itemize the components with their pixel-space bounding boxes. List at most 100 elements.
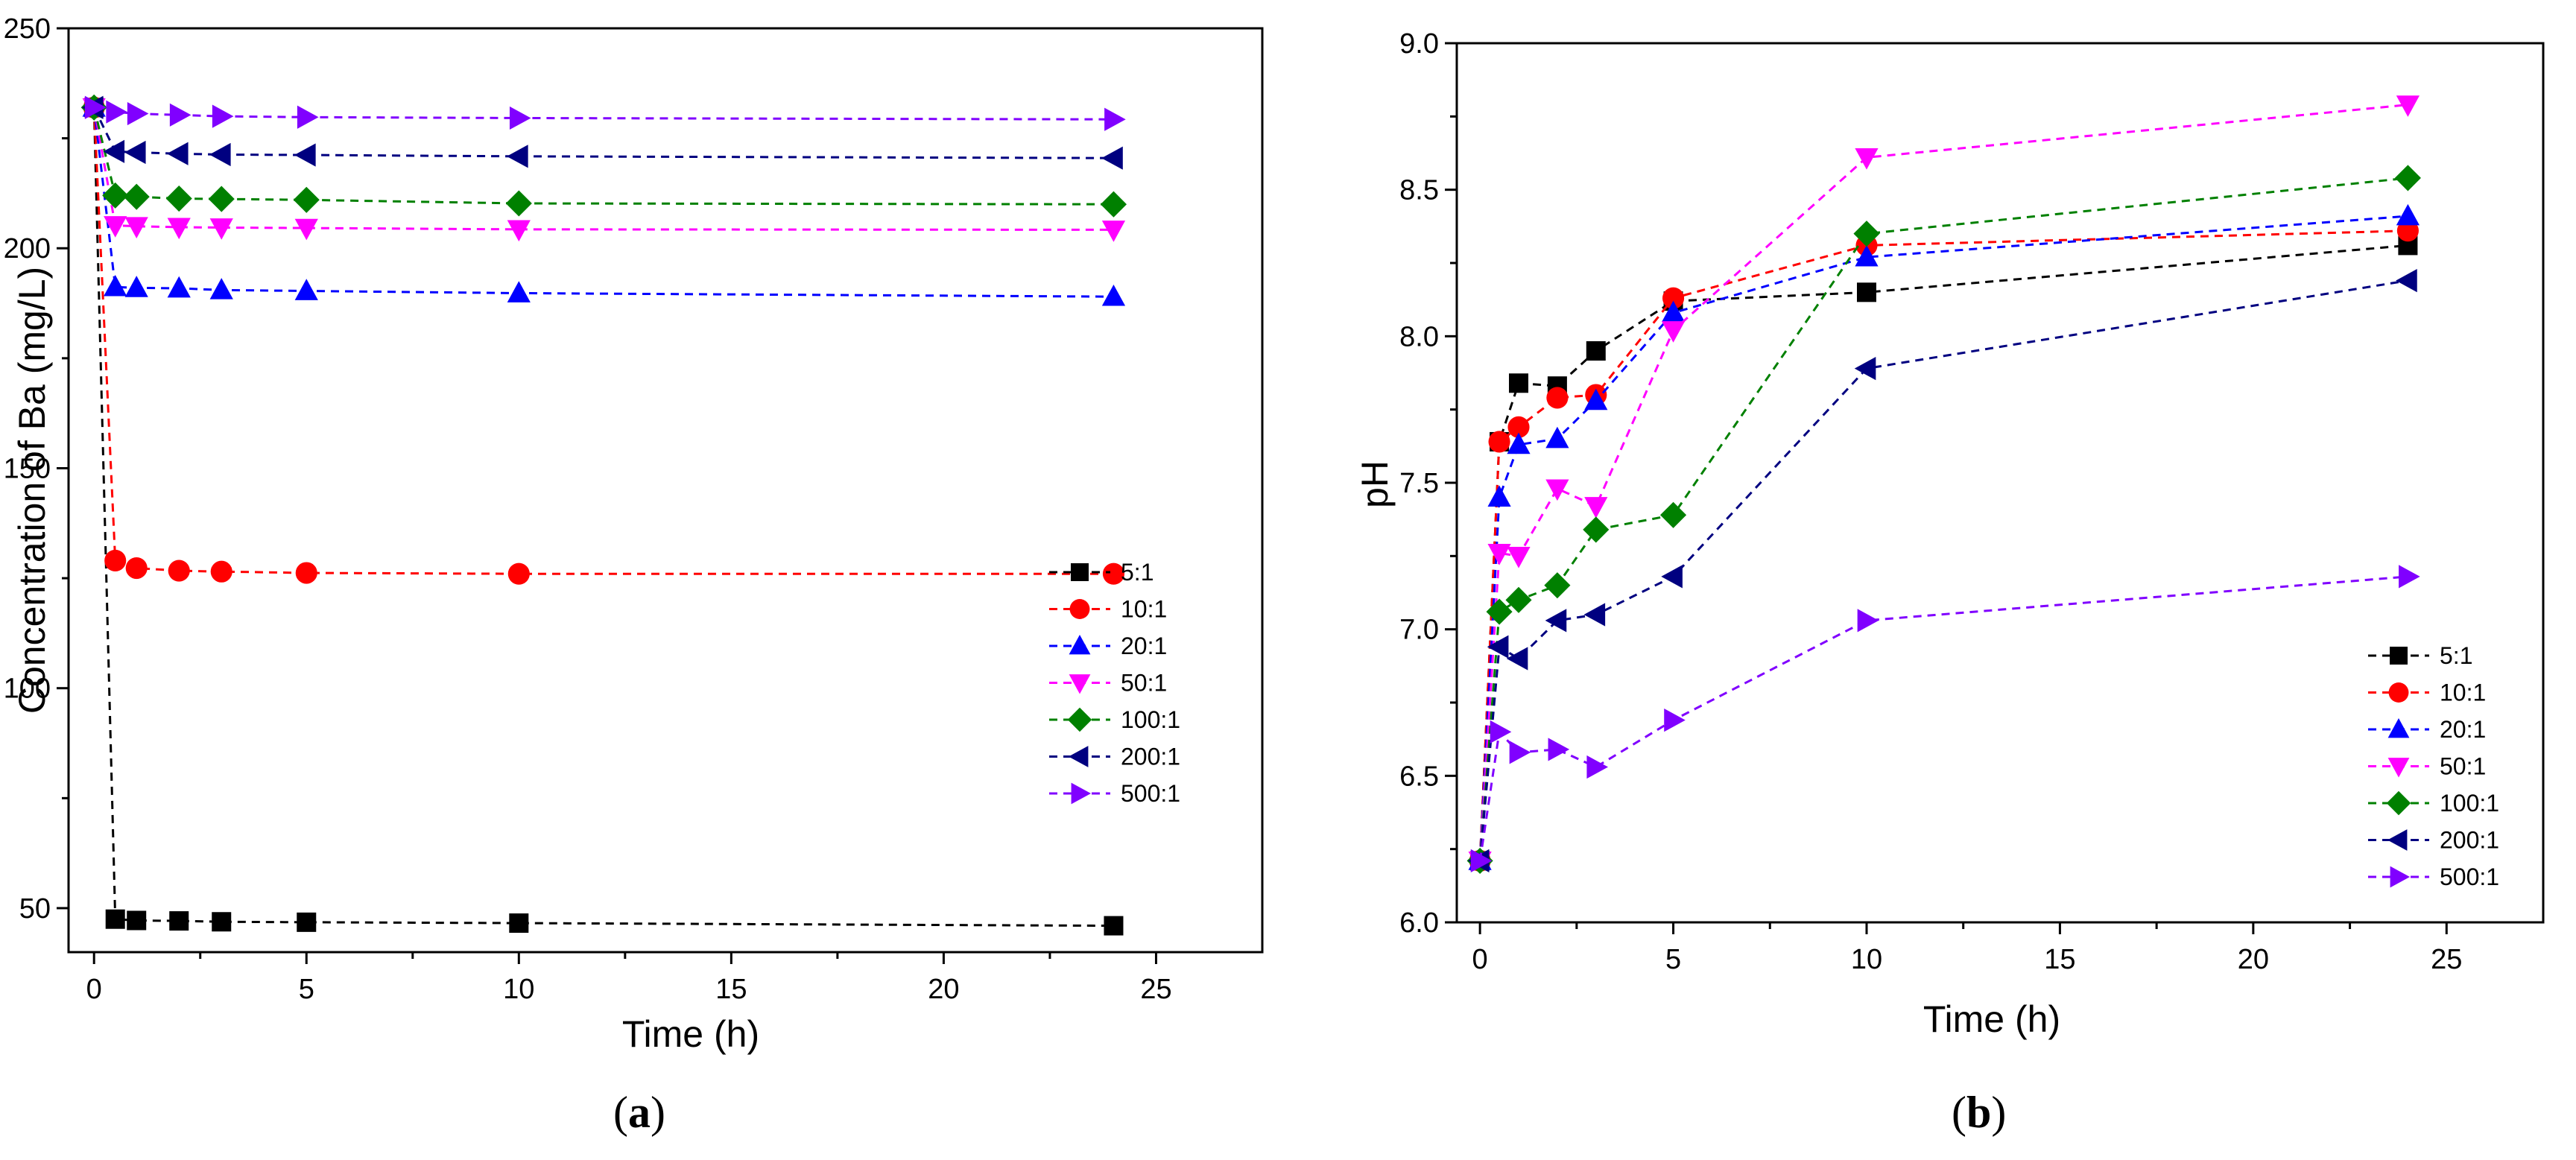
legend-marker xyxy=(2386,790,2411,816)
legend-label: 20:1 xyxy=(2440,716,2486,743)
legend-label: 500:1 xyxy=(1121,780,1180,807)
panel-label-open: ( xyxy=(1952,1088,1966,1137)
x-tick-label: 15 xyxy=(2044,944,2075,975)
legend-marker xyxy=(2388,682,2409,703)
data-point xyxy=(1487,635,1509,659)
x-tick-label: 0 xyxy=(86,974,102,1005)
panel-label-close: ) xyxy=(651,1088,665,1137)
data-point xyxy=(1857,609,1879,633)
legend: 5:1 10:1 20:1 50:1 100:1 200:1 500:1 xyxy=(2368,642,2499,890)
data-point xyxy=(294,279,318,300)
y-tick-label: 100 xyxy=(4,674,51,705)
legend-label: 10:1 xyxy=(2440,679,2486,706)
data-point xyxy=(123,183,150,210)
data-point xyxy=(1583,516,1610,543)
data-point xyxy=(1100,191,1127,218)
data-point xyxy=(507,220,531,242)
data-point xyxy=(1486,598,1513,625)
data-point xyxy=(1548,738,1570,761)
data-point xyxy=(1509,373,1529,393)
data-point xyxy=(208,186,235,212)
series-5:1 xyxy=(84,98,1124,936)
data-point xyxy=(295,562,317,584)
data-point xyxy=(1586,755,1609,779)
data-point xyxy=(127,101,149,126)
data-point xyxy=(2396,269,2417,293)
data-point xyxy=(1544,572,1571,599)
data-point xyxy=(212,104,234,128)
data-point xyxy=(127,910,147,931)
data-point xyxy=(1584,388,1608,411)
x-tick-label: 5 xyxy=(299,974,314,1005)
plot-frame xyxy=(1455,42,2545,924)
series-200:1 xyxy=(81,95,1123,170)
data-point xyxy=(1487,544,1511,565)
data-point xyxy=(1509,741,1531,764)
legend-label: 200:1 xyxy=(1121,744,1180,770)
y-tick-label: 7.5 xyxy=(1399,468,1439,499)
legend-marker xyxy=(2387,829,2408,851)
data-point xyxy=(1545,426,1569,449)
legend-label: 50:1 xyxy=(1121,670,1167,697)
series-100:1 xyxy=(80,94,1127,218)
legend-marker xyxy=(1071,782,1091,805)
data-point xyxy=(1660,501,1687,528)
panel-label: (b) xyxy=(1952,1088,2006,1137)
series-10:1 xyxy=(1469,220,2419,872)
x-axis-label: Time (h) xyxy=(622,1013,759,1055)
data-point xyxy=(507,562,530,585)
legend-label: 5:1 xyxy=(2440,642,2472,669)
data-point xyxy=(169,103,192,127)
data-point xyxy=(1586,341,1606,361)
y-tick-label: 6.5 xyxy=(1399,761,1439,792)
legend: 5:1 10:1 20:1 50:1 100:1 200:1 500:1 xyxy=(1049,559,1180,807)
data-point xyxy=(509,106,531,130)
data-point xyxy=(167,218,191,240)
y-tick-label: 150 xyxy=(4,453,51,484)
data-point xyxy=(1102,562,1125,585)
data-point xyxy=(297,105,319,129)
data-point xyxy=(2396,95,2420,117)
data-point xyxy=(507,145,528,168)
x-tick-label: 5 xyxy=(1665,944,1681,975)
y-tick-label: 8.5 xyxy=(1399,175,1439,206)
y-tick-label: 200 xyxy=(4,233,51,264)
data-point xyxy=(124,217,148,238)
data-point xyxy=(104,216,127,238)
data-point xyxy=(210,560,232,583)
series-line xyxy=(1478,244,2408,861)
data-point xyxy=(209,218,233,240)
series-line xyxy=(1478,575,2408,861)
x-tick-label: 20 xyxy=(928,974,959,1005)
chart-panel-a: 0 5 10 15 20 25 50 100 150 200 250 Time (h) Concentr… xyxy=(4,13,1264,1137)
series-20:1 xyxy=(82,95,1126,306)
legend-marker xyxy=(1069,746,1089,767)
x-tick-label: 25 xyxy=(1140,974,1171,1005)
data-point xyxy=(2394,165,2421,191)
data-point xyxy=(1505,586,1532,613)
data-point xyxy=(1854,357,1876,381)
data-point xyxy=(509,913,529,934)
y-tick-label: 250 xyxy=(4,13,51,45)
data-point xyxy=(1546,387,1569,409)
panel-label-letter: a xyxy=(628,1088,651,1137)
series-200:1 xyxy=(1467,269,2417,872)
y-tick-label: 9.0 xyxy=(1399,28,1439,60)
data-point xyxy=(84,95,107,119)
series-50:1 xyxy=(82,98,1126,242)
y-tick-label: 50 xyxy=(19,893,51,925)
x-axis-label: Time (h) xyxy=(1923,998,2060,1040)
series-line xyxy=(92,107,1114,928)
series-line xyxy=(92,107,1114,575)
legend-marker xyxy=(1067,707,1092,732)
legend-marker xyxy=(2387,758,2410,778)
series-50:1 xyxy=(1468,95,2420,873)
chart-panel-b: 0 5 10 15 20 25 6.0 6.5 7.0 7.5 8.0 8.5 9.0 Time (h) p… xyxy=(1354,28,2545,1137)
data-point xyxy=(1507,432,1531,454)
data-point xyxy=(1661,565,1683,589)
legend-marker xyxy=(1071,563,1089,581)
data-point xyxy=(1661,300,1686,323)
data-point xyxy=(1507,546,1531,568)
legend-label: 500:1 xyxy=(2440,863,2499,890)
data-point xyxy=(294,143,316,167)
